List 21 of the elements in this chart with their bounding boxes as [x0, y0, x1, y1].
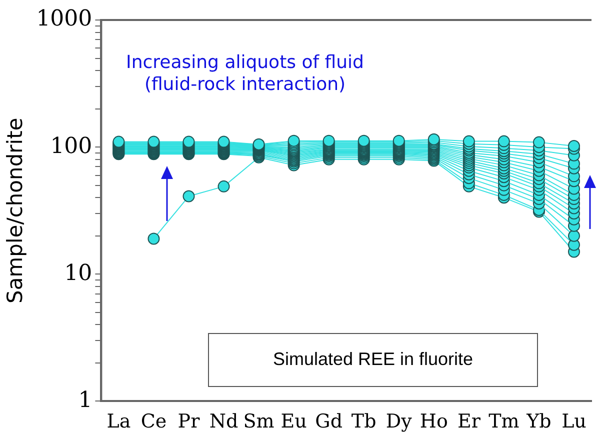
annotation: Simulated REE in fluorite: [272, 348, 474, 370]
y-tick-label: 100: [50, 134, 92, 159]
x-tick-label: Dy: [386, 410, 412, 433]
x-tick-label: Tb: [351, 410, 376, 433]
x-tick-label: Er: [457, 410, 482, 433]
x-tick-label: Lu: [562, 410, 586, 433]
x-tick-label: Ce: [140, 410, 167, 433]
y-tick-label: 10: [64, 260, 92, 286]
x-tick-label: La: [106, 410, 131, 433]
x-tick-label: Eu: [280, 410, 307, 433]
y-axis-title: Sample/chondrite: [3, 118, 28, 304]
annotation: Increasing aliquots of fluid (fluid-rock interaction): [125, 52, 365, 96]
x-tick-label: Ho: [420, 410, 448, 433]
x-tick-label: Tm: [488, 410, 520, 433]
x-tick-label: Gd: [315, 410, 343, 433]
x-tick-label: Pr: [178, 410, 201, 433]
y-tick-label: 1000: [36, 6, 92, 32]
y-tick-label: 1: [78, 388, 92, 413]
x-tick-label: Yb: [526, 410, 552, 433]
x-tick-label: Sm: [243, 410, 274, 433]
x-tick-label: Nd: [209, 410, 238, 433]
